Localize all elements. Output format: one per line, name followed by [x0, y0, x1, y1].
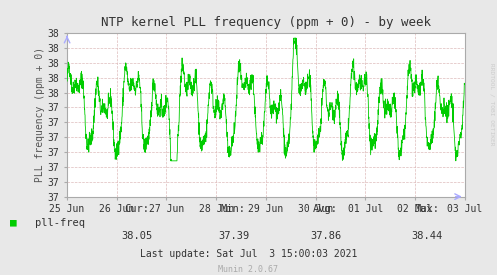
Text: Max:: Max: [415, 204, 440, 214]
Y-axis label: PLL frequency (ppm + 0): PLL frequency (ppm + 0) [35, 47, 45, 182]
Text: 37.86: 37.86 [310, 231, 341, 241]
Text: Min:: Min: [221, 204, 246, 214]
Text: 38.44: 38.44 [412, 231, 443, 241]
Text: Munin 2.0.67: Munin 2.0.67 [219, 265, 278, 274]
Text: 37.39: 37.39 [218, 231, 249, 241]
Text: ■: ■ [10, 218, 17, 228]
Title: NTP kernel PLL frequency (ppm + 0) - by week: NTP kernel PLL frequency (ppm + 0) - by … [101, 16, 431, 29]
Text: RRDTOOL / TOBI OETIKER: RRDTOOL / TOBI OETIKER [490, 63, 495, 146]
Text: Avg:: Avg: [313, 204, 338, 214]
Text: 38.05: 38.05 [121, 231, 152, 241]
Text: Last update: Sat Jul  3 15:00:03 2021: Last update: Sat Jul 3 15:00:03 2021 [140, 249, 357, 259]
Text: Cur:: Cur: [124, 204, 149, 214]
Text: pll-freq: pll-freq [35, 218, 85, 228]
